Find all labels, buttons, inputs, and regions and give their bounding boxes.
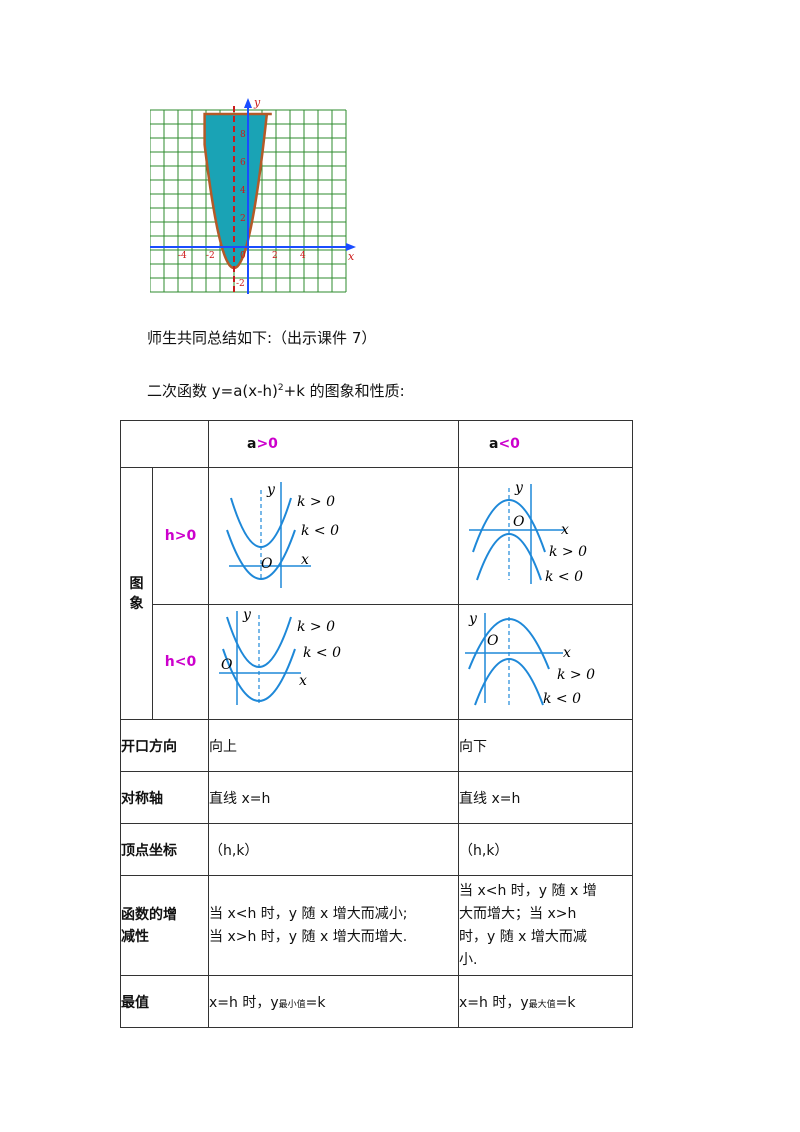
- svg-text:y: y: [514, 480, 524, 496]
- graph-cell-a-pos-h-neg: y x O k > 0 k < 0: [208, 604, 459, 720]
- monotonic-a-pos: 当 x<h 时，y 随 x 增大而减小; 当 x>h 时，y 随 x 增大而增大.: [208, 875, 459, 976]
- row-label-axis: 对称轴: [120, 771, 209, 824]
- y-tick-label: 6: [240, 158, 246, 168]
- x-axis-label: x: [348, 250, 355, 263]
- svg-text:k > 0: k > 0: [557, 667, 595, 683]
- vertex-a-pos: （h,k）: [208, 823, 459, 876]
- row-label-extreme: 最值: [120, 975, 209, 1028]
- table-corner-cell: [120, 420, 209, 468]
- svg-text:y: y: [468, 611, 478, 627]
- header-a-positive: a>0: [208, 420, 459, 468]
- x-tick-label: -2: [206, 251, 215, 261]
- header-a-negative: a<0: [458, 420, 633, 468]
- svg-text:k > 0: k > 0: [297, 494, 335, 510]
- mini-graph: y x O k > 0 k < 0: [219, 607, 341, 705]
- vertex-a-neg: （h,k）: [458, 823, 633, 876]
- h-negative-label: h<0: [152, 604, 209, 720]
- summary-intro: 师生共同总结如下:（出示课件 7）: [147, 329, 377, 347]
- svg-text:O: O: [221, 657, 233, 673]
- mini-graph: y x O k > 0 k < 0: [465, 611, 595, 707]
- svg-text:k < 0: k < 0: [543, 691, 581, 707]
- graph-cell-a-neg-h-neg: y x O k > 0 k < 0: [458, 604, 633, 720]
- svg-text:O: O: [487, 633, 499, 649]
- opening-a-pos: 向上: [208, 719, 459, 772]
- row-label-vertex: 顶点坐标: [120, 823, 209, 876]
- svg-text:O: O: [261, 556, 273, 572]
- row-label-opening: 开口方向: [120, 719, 209, 772]
- y-tick-label: 8: [240, 130, 246, 140]
- svg-text:k > 0: k > 0: [297, 619, 335, 635]
- svg-text:x: x: [563, 645, 571, 661]
- svg-text:x: x: [561, 522, 569, 538]
- parabola-graph: x y -4 -2 0 2 4 8 6 4 2 -2: [150, 96, 356, 296]
- svg-text:k > 0: k > 0: [549, 544, 587, 560]
- x-axis-arrow-icon: [346, 243, 356, 251]
- svg-text:x: x: [301, 552, 309, 568]
- section-title: 二次函数 y=a(x-h)2+k 的图象和性质:: [147, 382, 405, 400]
- graph-cell-a-neg-h-pos: y x O k > 0 k < 0: [458, 467, 633, 605]
- parabola-fill: [203, 112, 272, 270]
- svg-text:y: y: [266, 482, 276, 498]
- x-tick-label: -4: [178, 251, 187, 261]
- x-tick-label: 0: [240, 251, 246, 261]
- properties-table: a>0 a<0 图象 h>0 y x O k > 0 k < 0: [120, 420, 633, 1028]
- opening-a-neg: 向下: [458, 719, 633, 772]
- svg-text:k < 0: k < 0: [301, 523, 339, 539]
- y-axis-label: y: [253, 96, 261, 109]
- svg-text:k < 0: k < 0: [303, 645, 341, 661]
- x-tick-label: 2: [272, 251, 278, 261]
- y-axis-arrow-icon: [244, 98, 252, 108]
- svg-text:y: y: [242, 607, 252, 623]
- mini-graph: y x O k > 0 k < 0: [469, 480, 587, 585]
- svg-text:k < 0: k < 0: [545, 569, 583, 585]
- extreme-a-pos: x=h 时，y最小值=k: [208, 975, 459, 1028]
- graph-row-label: 图象: [120, 467, 153, 720]
- graph-cell-a-pos-h-pos: y x O k > 0 k < 0: [208, 467, 459, 605]
- y-tick-label: 4: [240, 186, 246, 196]
- y-tick-label: -2: [236, 279, 245, 289]
- axis-a-pos: 直线 x=h: [208, 771, 459, 824]
- extreme-a-neg: x=h 时，y最大值=k: [458, 975, 633, 1028]
- svg-text:O: O: [513, 514, 525, 530]
- monotonic-a-neg: 当 x<h 时，y 随 x 增大而增大；当 x>h 时，y 随 x 增大而减 小.: [458, 875, 633, 976]
- h-positive-label: h>0: [152, 467, 209, 605]
- x-tick-label: 4: [300, 251, 306, 261]
- axis-a-neg: 直线 x=h: [458, 771, 633, 824]
- y-tick-label: 2: [240, 214, 246, 224]
- row-label-monotonic: 函数的增 减性: [120, 875, 209, 976]
- svg-text:x: x: [299, 673, 307, 689]
- mini-graph: y x O k > 0 k < 0: [226, 482, 339, 588]
- axes: [150, 104, 350, 294]
